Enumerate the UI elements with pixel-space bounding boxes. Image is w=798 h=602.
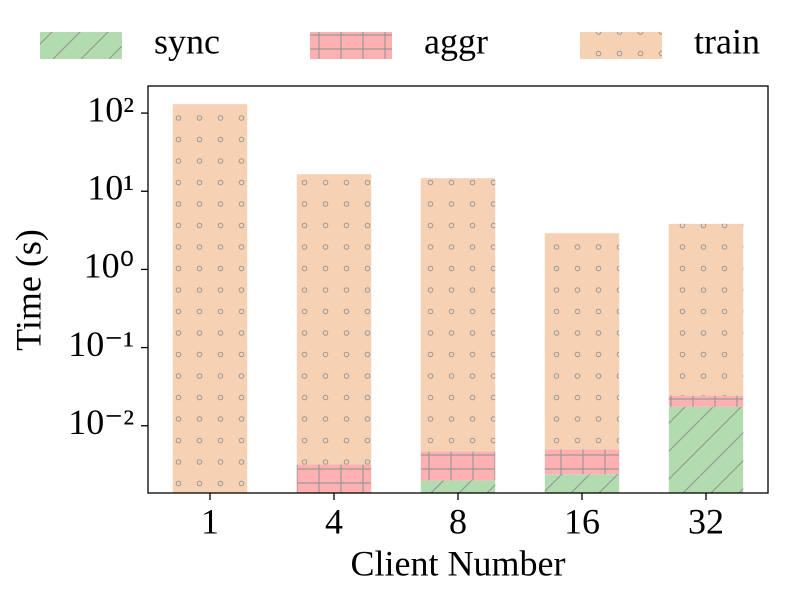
x-axis-label: Client Number xyxy=(351,543,566,583)
legend-label: train xyxy=(694,21,760,61)
legend-pattern xyxy=(40,32,122,59)
legend-pattern xyxy=(310,32,392,59)
y-tick-label: 10⁻² xyxy=(68,402,134,442)
bar-pattern xyxy=(544,449,620,475)
bar-pattern xyxy=(668,223,744,396)
bar-pattern xyxy=(668,406,744,493)
x-tick-label: 32 xyxy=(688,501,724,541)
bar-pattern xyxy=(296,174,372,465)
y-tick-label: 10⁻¹ xyxy=(68,324,134,364)
y-tick-label: 10¹ xyxy=(87,168,134,208)
bar-pattern xyxy=(668,395,744,407)
bar-pattern xyxy=(420,480,496,493)
y-tick-label: 10⁰ xyxy=(84,246,134,286)
x-tick-label: 1 xyxy=(201,501,219,541)
x-tick-label: 8 xyxy=(449,501,467,541)
legend-pattern xyxy=(580,32,662,59)
legend-label: sync xyxy=(154,21,220,61)
y-axis-label: Time (s) xyxy=(8,229,48,351)
bar-pattern xyxy=(420,178,496,452)
bar-pattern xyxy=(544,233,620,450)
bar-pattern xyxy=(296,464,372,493)
y-tick-label: 10² xyxy=(87,89,134,129)
bar-pattern xyxy=(420,451,496,481)
x-tick-label: 4 xyxy=(325,501,343,541)
x-tick-label: 16 xyxy=(564,501,600,541)
legend-label: aggr xyxy=(424,21,488,61)
bar-pattern xyxy=(172,104,248,493)
bar-pattern xyxy=(544,474,620,493)
